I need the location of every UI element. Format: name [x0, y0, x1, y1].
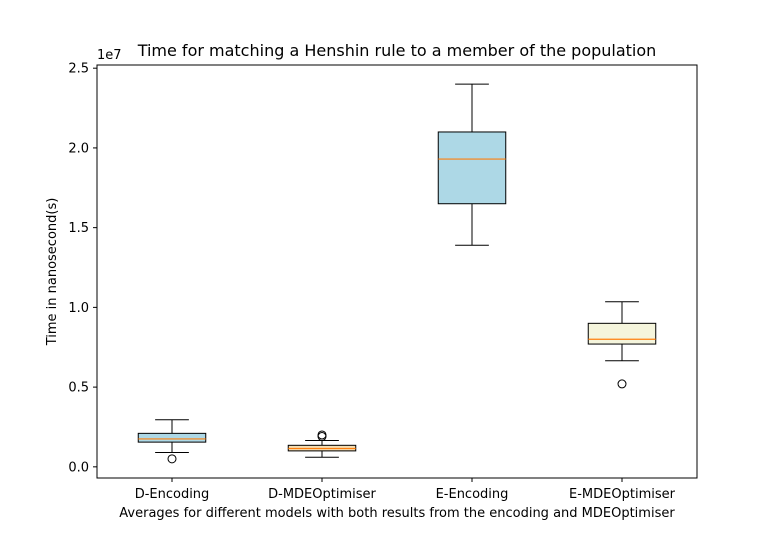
box-body — [587, 322, 657, 345]
plot-area — [137, 83, 657, 464]
box-body — [137, 432, 207, 443]
y-axis: 0.0 0.5 1.0 1.5 2.0 2.5 — [68, 62, 97, 475]
box-body — [437, 131, 507, 205]
y-axis-label: Time in nanosecond(s) — [45, 198, 60, 347]
axes-frame — [96, 64, 698, 479]
x-tick-label: D-MDEOptimiser — [268, 487, 376, 502]
y-offset-label: 1e7 — [97, 48, 122, 63]
box-E-Encoding — [437, 83, 507, 246]
x-tick-label: E-Encoding — [436, 487, 509, 502]
x-axis-label: Averages for different models with both … — [119, 506, 675, 521]
y-tick-label: 2.5 — [68, 62, 89, 77]
y-tick-label: 0.5 — [68, 381, 89, 396]
y-tick-label: 1.5 — [68, 221, 89, 236]
y-tick-label: 1.0 — [68, 301, 89, 316]
box-E-MDEOptimiser — [587, 301, 657, 389]
x-tick-label: E-MDEOptimiser — [569, 487, 676, 502]
x-tick-label: D-Encoding — [135, 487, 210, 502]
y-tick-label: 2.0 — [68, 141, 89, 156]
box-D-Encoding — [137, 419, 207, 464]
outlier-point — [617, 379, 627, 389]
box-D-MDEOptimiser — [287, 430, 357, 458]
x-axis: D-Encoding D-MDEOptimiser E-Encoding E-MDEO… — [135, 478, 676, 502]
outlier-point — [167, 454, 177, 464]
outlier-point — [317, 430, 327, 440]
chart-title: Time for matching a Henshin rule to a me… — [137, 41, 657, 60]
y-tick-label: 0.0 — [68, 460, 89, 475]
